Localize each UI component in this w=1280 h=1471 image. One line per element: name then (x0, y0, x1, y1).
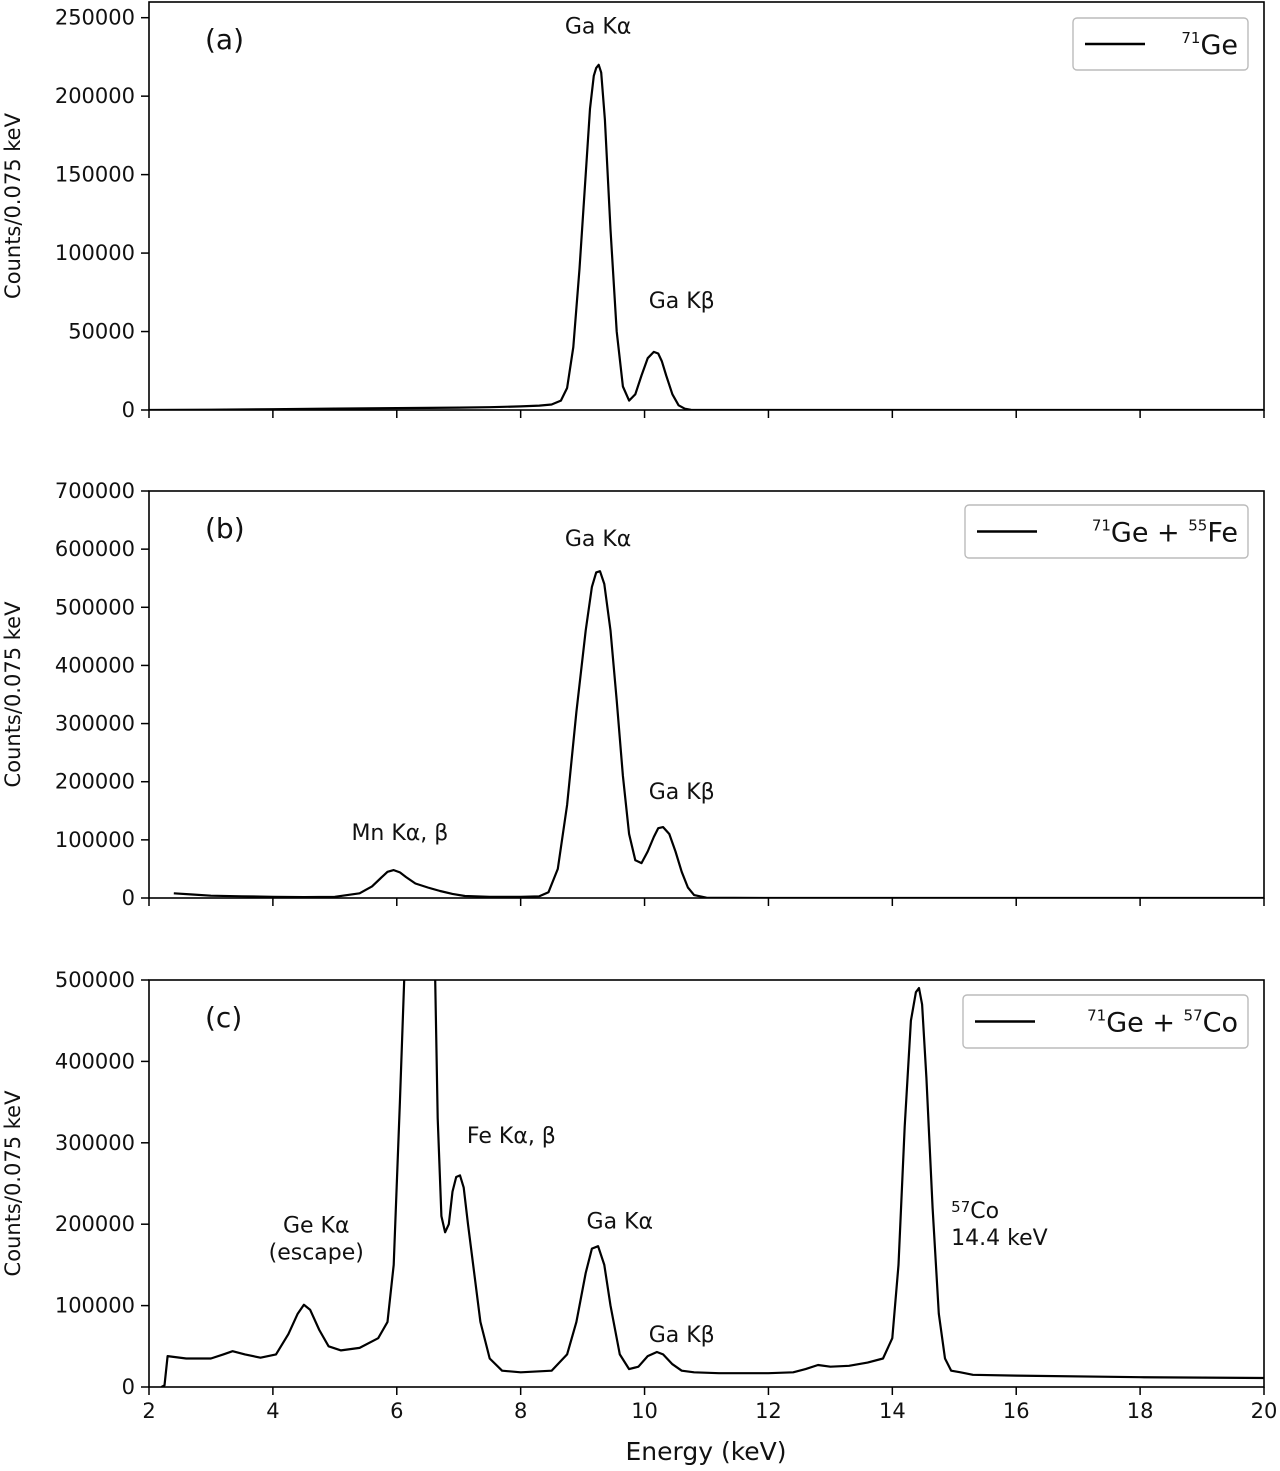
series-line (173, 570, 1264, 898)
y-tick-label: 500000 (55, 595, 135, 619)
series-line (160, 980, 1264, 1387)
legend-box (964, 504, 1249, 559)
y-tick-label: 0 (122, 1375, 135, 1399)
y-tick-label: 200000 (55, 770, 135, 794)
panel-label: (a) (205, 23, 244, 56)
peak-annotation: Ga Kβ (649, 289, 715, 314)
legend-box (962, 994, 1249, 1049)
x-tick-label: 10 (631, 1399, 658, 1423)
panel-b: 0 100000 200000 300000 400000 500000 600000 700… (1, 479, 1265, 910)
x-tick-label: 4 (266, 1399, 279, 1423)
y-tick-label: 250000 (55, 6, 135, 30)
y-tick-label: 200000 (55, 84, 135, 108)
y-tick-label: 100000 (55, 828, 135, 852)
y-tick-label: 700000 (55, 479, 135, 503)
y-tick-label: 100000 (55, 1294, 135, 1318)
peak-annotation: Mn Kα, β (351, 821, 448, 846)
y-tick-label: 400000 (55, 1049, 135, 1073)
x-tick-label: 12 (755, 1399, 782, 1423)
panel-label: (c) (205, 1001, 242, 1034)
legend-label: 71Ge + 57Co (1087, 1007, 1238, 1039)
y-tick-label: 0 (122, 886, 135, 910)
y-axis-label: Counts/0.075 keV (1, 601, 25, 788)
x-tick-label: 2 (142, 1399, 155, 1423)
legend-label: 71Ge (1181, 29, 1238, 61)
y-tick-label: 100000 (55, 241, 135, 265)
y-tick-label: 500000 (55, 968, 135, 992)
y-tick-label: 300000 (55, 712, 135, 736)
peak-annotation: Ga Kα (565, 14, 631, 39)
legend-box (1072, 17, 1249, 71)
y-tick-label: 0 (122, 398, 135, 422)
x-tick-label: 18 (1127, 1399, 1154, 1423)
peak-annotation: Fe Kα, β (467, 1124, 556, 1149)
peak-annotation: Ga Kβ (649, 780, 715, 805)
y-tick-label: 150000 (55, 163, 135, 187)
series-line (149, 63, 1264, 410)
peak-annotation: 57Co 14.4 keV (951, 1198, 1048, 1251)
panel-c: 0 100000 200000 300000 400000 500000 2 4 6 8 10 12 1… (1, 968, 1278, 1423)
peak-annotation: Ga Kβ (649, 1323, 715, 1348)
plot-frame (148, 979, 1265, 1388)
plot-frame (148, 490, 1265, 899)
panel-a: 0 50000 100000 150000 200000 250000 Counts/0.0… (1, 1, 1265, 422)
y-tick-label: 300000 (55, 1131, 135, 1155)
x-tick-label: 20 (1251, 1399, 1278, 1423)
x-tick-label: 8 (514, 1399, 527, 1423)
y-tick-label: 50000 (68, 320, 135, 344)
plot-frame (148, 1, 1265, 411)
x-tick-label: 14 (879, 1399, 906, 1423)
y-tick-label: 200000 (55, 1212, 135, 1236)
y-axis-label: Counts/0.075 keV (1, 112, 25, 299)
y-axis-label: Counts/0.075 keV (1, 1090, 25, 1277)
y-tick-label: 400000 (55, 653, 135, 677)
x-tick-label: 16 (1003, 1399, 1030, 1423)
x-tick-label: 6 (390, 1399, 403, 1423)
x-axis-label: Energy (keV) (625, 1437, 786, 1466)
panel-label: (b) (205, 512, 245, 545)
peak-annotation: Ga Kα (565, 527, 631, 552)
peak-annotation: Ge Kα (escape) (269, 1213, 364, 1265)
peak-annotation: Ga Kα (587, 1209, 653, 1234)
legend-label: 71Ge + 55Fe (1092, 517, 1238, 549)
y-tick-label: 600000 (55, 537, 135, 561)
